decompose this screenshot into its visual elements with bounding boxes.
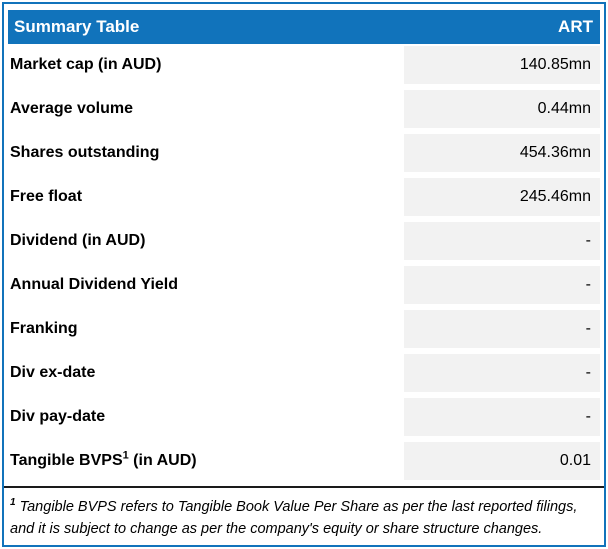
row-value: - <box>404 266 600 304</box>
label-superscript: 1 <box>122 449 129 462</box>
table-row: Div ex-date - <box>8 354 600 392</box>
row-label: Tangible BVPS1 (in AUD) <box>10 449 197 469</box>
table-row: Annual Dividend Yield - <box>8 266 600 304</box>
row-value: 140.85mn <box>404 46 600 84</box>
row-value: 245.46mn <box>404 178 600 216</box>
table-header-bar: Summary Table ART <box>8 10 600 44</box>
row-label: Free float <box>10 188 83 205</box>
row-label: Shares outstanding <box>10 144 160 161</box>
row-label: Annual Dividend Yield <box>10 276 179 293</box>
table-row: Tangible BVPS1 (in AUD) 0.01 <box>8 442 600 480</box>
table-row: Shares outstanding 454.36mn <box>8 134 600 172</box>
table-row: Free float 245.46mn <box>8 178 600 216</box>
table-row: Franking - <box>8 310 600 348</box>
footnote-superscript: 1 <box>10 497 16 508</box>
row-value: - <box>404 310 600 348</box>
table-body: Market cap (in AUD) 140.85mn Average vol… <box>8 46 600 480</box>
row-label: Franking <box>10 320 78 337</box>
table-row: Market cap (in AUD) 140.85mn <box>8 46 600 84</box>
row-label: Market cap (in AUD) <box>10 56 162 73</box>
table-row: Average volume 0.44mn <box>8 90 600 128</box>
row-label: Dividend (in AUD) <box>10 232 146 249</box>
row-value: 0.01 <box>404 442 600 480</box>
footnote-line: and it is subject to change as per the c… <box>10 520 543 537</box>
row-label: Div ex-date <box>10 364 96 381</box>
row-value: 0.44mn <box>404 90 600 128</box>
row-value: - <box>404 354 600 392</box>
row-value: 454.36mn <box>404 134 600 172</box>
table-row: Div pay-date - <box>8 398 600 436</box>
footnote-line: Tangible BVPS refers to Tangible Book Va… <box>19 498 578 515</box>
row-value: - <box>404 222 600 260</box>
table-row: Dividend (in AUD) - <box>8 222 600 260</box>
row-label: Average volume <box>10 100 134 117</box>
footnote-divider <box>4 486 604 488</box>
row-label: Div pay-date <box>10 408 106 425</box>
table-title: Summary Table <box>14 17 140 36</box>
row-value: - <box>404 398 600 436</box>
footnote: 1 Tangible BVPS refers to Tangible Book … <box>8 488 600 540</box>
ticker-symbol: ART <box>558 17 593 36</box>
